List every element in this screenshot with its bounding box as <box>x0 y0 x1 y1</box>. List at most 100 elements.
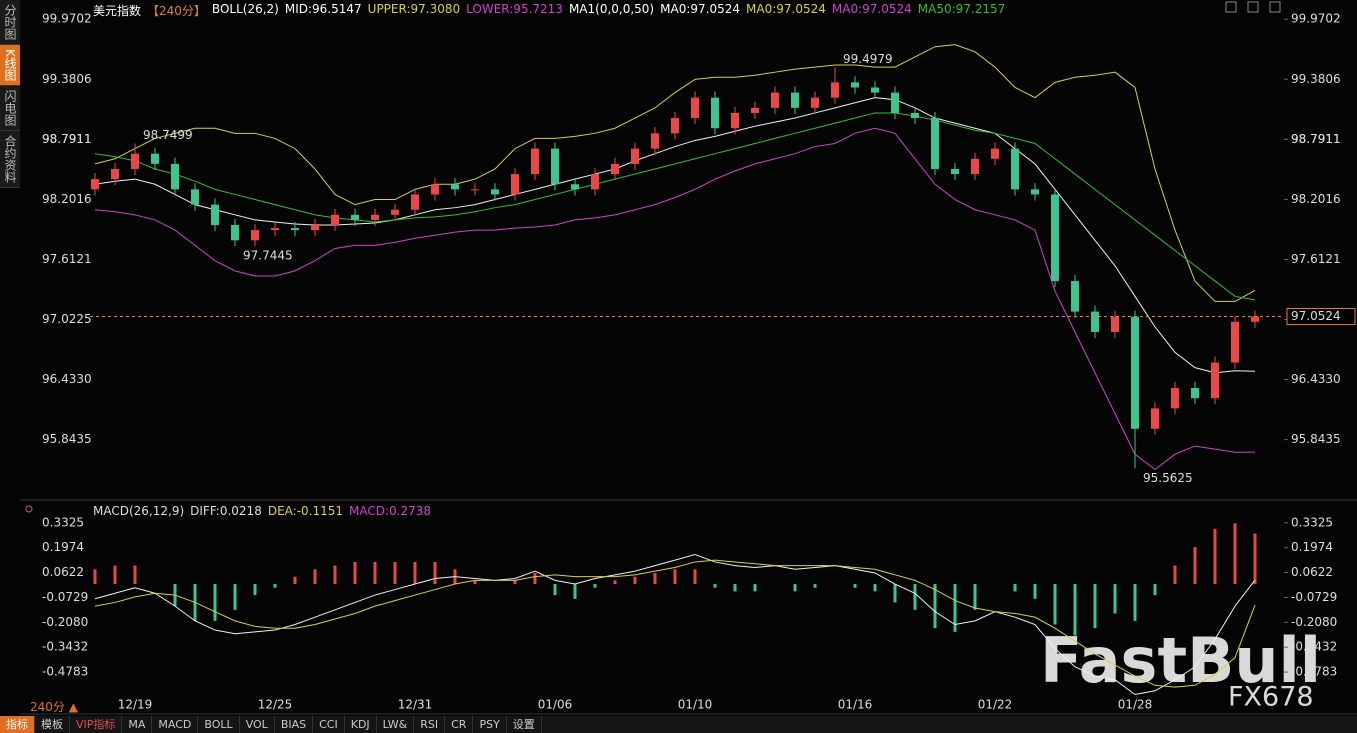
candle-body <box>1251 316 1259 322</box>
y-tick-label: 97.0225 <box>42 312 92 326</box>
y-tick-label: 95.8435 <box>42 432 92 446</box>
candle-body <box>351 214 359 220</box>
y-tick-label: 0.3325 <box>42 515 84 529</box>
y2-tick-label: 0.1974 <box>1291 540 1333 554</box>
y2-tick-label: 97.6121 <box>1291 252 1341 266</box>
candle-body <box>1111 316 1119 332</box>
candle-body <box>291 228 299 231</box>
candle-body <box>251 230 259 241</box>
toolbar-button[interactable]: 模板 <box>35 716 70 733</box>
candle-body <box>711 97 719 129</box>
macd-header: MACD(26,12,9) DIFF:0.0218 DEA:-0.1151 MACD:… <box>93 504 431 518</box>
y2-tick-label: 98.7911 <box>1291 132 1341 146</box>
candle-body <box>211 204 219 226</box>
candle-body <box>1131 316 1139 429</box>
x-tick-label: 01/22 <box>978 698 1013 712</box>
candle-body <box>91 179 99 190</box>
candle-body <box>1211 362 1219 399</box>
header-item: 【240分】 <box>147 4 206 18</box>
toolbar-button[interactable]: VIP指标 <box>70 716 123 733</box>
candle-body <box>231 225 239 241</box>
candle-body <box>331 214 339 226</box>
candle-body <box>511 174 519 195</box>
toolbar-button[interactable]: RSI <box>414 716 446 733</box>
toolbar-button[interactable]: VOL <box>240 716 275 733</box>
toolbar-button[interactable]: PSY <box>473 716 507 733</box>
candle-body <box>1151 408 1159 429</box>
candle-body <box>731 112 739 129</box>
header-item: MA50:97.2157 <box>917 2 1006 16</box>
side-tab[interactable]: 闪电图 <box>0 85 20 131</box>
toolbar-button[interactable]: 指标 <box>0 716 35 733</box>
candle-body <box>451 184 459 190</box>
candle-body <box>611 163 619 175</box>
candle-body <box>751 107 759 113</box>
candle-body <box>831 82 839 98</box>
y-tick-label: -0.2080 <box>42 615 88 629</box>
y-tick-label: 98.7911 <box>42 132 92 146</box>
price-annotation: 99.4979 <box>843 52 893 66</box>
indicator-line <box>94 127 1256 471</box>
y-tick-label: 98.2016 <box>42 192 92 206</box>
header-item: 美元指数 <box>93 4 142 18</box>
candle-body <box>1071 281 1079 312</box>
toolbar-button[interactable]: LW& <box>377 716 415 733</box>
y2-tick-label: -0.4783 <box>1291 665 1337 679</box>
candle-body <box>591 174 599 190</box>
candle-body <box>911 112 919 119</box>
watermark: FastBull <box>1040 624 1321 697</box>
y2-tick-label: 0.0622 <box>1291 565 1333 579</box>
toolbar-button[interactable]: BIAS <box>275 716 314 733</box>
header-item: MA0:97.0524 <box>831 2 912 16</box>
price-annotation: 95.5625 <box>1143 471 1193 485</box>
candle-body <box>371 214 379 220</box>
y-tick-label: 0.0622 <box>42 565 84 579</box>
side-tab[interactable]: K线图 <box>0 45 20 86</box>
last-price-label: 97.0524 <box>1291 309 1341 323</box>
candle-body <box>951 168 959 175</box>
candle-body <box>1031 189 1039 195</box>
y2-tick-label: 99.9702 <box>1291 12 1341 26</box>
macd-header-item: DIFF:0.0218 <box>190 504 262 518</box>
toolbar-button[interactable]: KDJ <box>345 716 377 733</box>
y2-tick-label: 98.7911 <box>1291 132 1341 146</box>
y2-tick-label: -0.2080 <box>1291 615 1337 629</box>
macd-header-item: MACD:0.2738 <box>349 504 432 518</box>
x-tick-label: 12/19 <box>118 698 153 712</box>
candle-body <box>391 209 399 215</box>
header-item: MA0:97.0524 <box>746 2 826 16</box>
toolbar-button[interactable]: CR <box>445 716 474 733</box>
price-annotation: 97.7445 <box>243 248 293 262</box>
y2-tick-label: 0.3325 <box>1291 515 1333 529</box>
toolbar-button[interactable]: MACD <box>152 716 199 733</box>
y-tick-label: 0.1974 <box>42 540 84 554</box>
candle-body <box>691 97 699 119</box>
y2-tick-label: 95.8435 <box>1291 432 1341 446</box>
y-tick-label: -0.0729 <box>42 590 88 604</box>
y2-tick-label: 98.2016 <box>1291 192 1341 206</box>
header-item: MID:96.5147 <box>284 2 362 16</box>
candle-body <box>631 148 639 164</box>
candle-body <box>671 118 679 134</box>
toolbar: 指标 模板 VIP指标 MA MACD BOLL VOL BIAS CCI KDJ LW& RSI CR… <box>0 716 1357 733</box>
side-tab[interactable]: 合约资料 <box>0 130 20 188</box>
toolbar-button[interactable]: CCI <box>313 716 345 733</box>
period[interactable]: 240分 ▲ <box>30 700 78 714</box>
indicator-line <box>94 44 1256 302</box>
window-icons <box>1225 1 1281 13</box>
candle-body <box>811 97 819 108</box>
toolbar-button[interactable]: BOLL <box>198 716 240 733</box>
side-tab[interactable]: 分时图 <box>0 0 20 45</box>
y-tick-label: 98.7911 <box>42 132 92 146</box>
y-tick-label: 99.3806 <box>42 72 92 86</box>
toolbar-button[interactable]: 设置 <box>507 716 542 733</box>
macd-header-item: MACD(26,12,9) <box>93 504 185 518</box>
y-tick-label: -0.4783 <box>42 665 88 679</box>
side-tabs: 分时图 K线图 闪电图 合约资料 <box>0 0 20 188</box>
toolbar-button[interactable]: MA <box>122 716 153 733</box>
candle-body <box>931 118 939 169</box>
y2-tick-label: -0.0729 <box>1291 590 1337 604</box>
x-tick-label: 01/16 <box>838 698 873 712</box>
